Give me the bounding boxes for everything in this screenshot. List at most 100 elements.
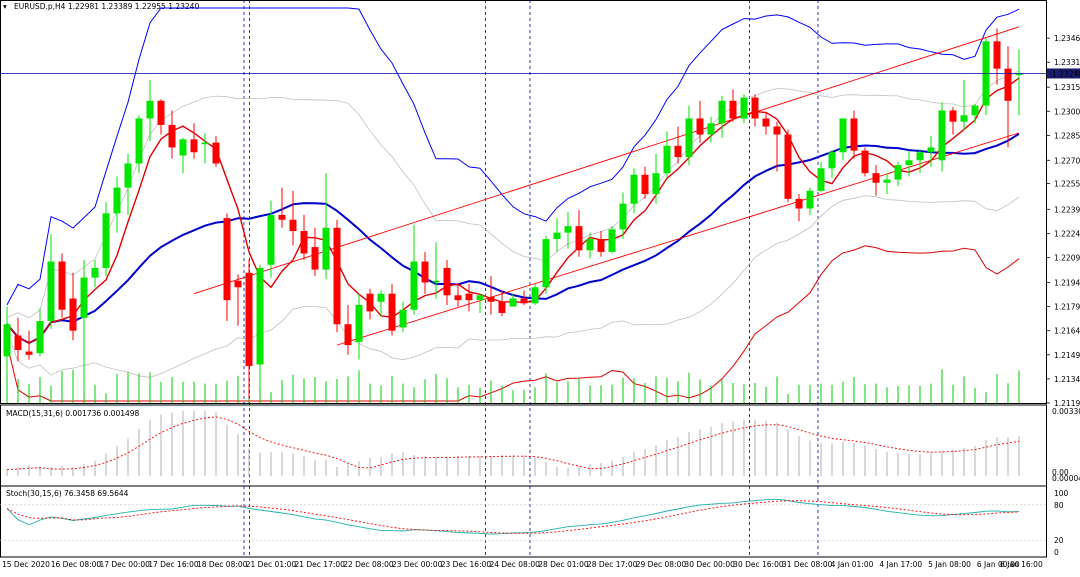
candle-bearish xyxy=(872,173,880,183)
candle-bullish xyxy=(630,174,638,204)
candle-bearish xyxy=(795,198,803,209)
candle-bullish xyxy=(806,190,814,209)
time-axis-label: 17 Dec 00:00 xyxy=(99,560,150,569)
candle-bearish xyxy=(729,100,737,119)
candle-bullish xyxy=(201,142,209,145)
candle-bearish xyxy=(69,298,77,331)
time-axis-label: 30 Dec 00:00 xyxy=(684,560,735,569)
candle-bearish xyxy=(212,142,220,164)
time-axis-label: 21 Dec 01:00 xyxy=(246,560,297,569)
stoch-main-line xyxy=(6,498,1020,535)
price-tick-label: 1.23005 xyxy=(1054,107,1080,116)
candle-bullish xyxy=(146,100,154,119)
time-axis-label: 30 Dec 16:00 xyxy=(733,560,784,569)
symbol-menu-icon[interactable]: ▾ xyxy=(3,2,7,11)
symbol-label: EURUSD.p,H4 xyxy=(14,2,66,11)
candle-bullish xyxy=(971,105,979,116)
candle-bullish xyxy=(553,232,561,240)
candle-bearish xyxy=(784,134,792,199)
time-axis-label: 23 Dec 16:00 xyxy=(441,560,492,569)
stoch-signal-line xyxy=(6,500,1020,534)
time-axis-label: 18 Dec 08:00 xyxy=(197,560,248,569)
candle-bullish xyxy=(608,229,616,252)
candle-bullish xyxy=(905,160,913,166)
price-tick-label: 1.23460 xyxy=(1054,34,1080,43)
candle-bearish xyxy=(311,247,319,270)
time-axis-label: 28 Dec 17:00 xyxy=(587,560,638,569)
candle-bearish xyxy=(234,280,242,288)
candle-bearish xyxy=(278,214,286,220)
time-axis-label: 22 Dec 08:00 xyxy=(343,560,394,569)
candle-bullish xyxy=(256,267,264,365)
time-axis-label: 6 Jan 00:00 xyxy=(977,560,1020,569)
time-axis-label: 23 Dec 00:00 xyxy=(392,560,443,569)
candle-bearish xyxy=(388,293,396,331)
bollinger-lower-band xyxy=(6,245,1020,402)
macd-axis-zero: 0.00 xyxy=(1052,468,1069,477)
candle-bullish xyxy=(47,261,55,322)
time-axis-label: 15 Dec 2020 xyxy=(2,560,50,569)
candle-bullish xyxy=(883,179,891,183)
candle-bearish xyxy=(520,298,528,304)
candle-bearish xyxy=(14,335,22,350)
bollinger-inner-upper xyxy=(6,70,1020,319)
candle-bullish xyxy=(707,123,715,135)
price-tick-label: 1.22095 xyxy=(1054,254,1080,263)
candle-bullish xyxy=(135,118,143,164)
candle-bullish xyxy=(718,100,726,124)
stoch-axis-label: 0 xyxy=(1054,548,1059,557)
candle-bullish xyxy=(740,97,748,119)
price-tick-label: 1.21340 xyxy=(1054,375,1080,384)
candle-bearish xyxy=(454,295,462,301)
price-tick-label: 1.23310 xyxy=(1054,58,1080,67)
candle-bullish xyxy=(839,118,847,153)
time-axis-label: 17 Dec 16:00 xyxy=(148,560,199,569)
candle-bearish xyxy=(465,293,473,301)
candle-bearish xyxy=(696,118,704,135)
candle-bullish xyxy=(509,298,517,307)
time-axis-label: 4 Jan 01:00 xyxy=(831,560,874,569)
candle-bullish xyxy=(619,203,627,230)
price-tick-label: 1.21490 xyxy=(1054,351,1080,360)
candle-bullish xyxy=(102,213,110,268)
candle-bearish xyxy=(25,351,33,355)
candle-bearish xyxy=(850,118,858,151)
stoch-axis-label: 80 xyxy=(1054,501,1064,510)
candle-bearish xyxy=(993,41,1001,69)
candle-bearish xyxy=(245,272,253,367)
price-tick-label: 1.21940 xyxy=(1054,278,1080,287)
candle-bullish xyxy=(399,309,407,328)
candle-bearish xyxy=(597,239,605,252)
macd-label: MACD(15,31,6) 0.001736 0.001498 xyxy=(6,409,140,418)
candle-bearish xyxy=(443,267,451,296)
candle-bullish xyxy=(828,152,836,169)
channel-lower-line xyxy=(336,132,1020,346)
price-tick-label: 1.21640 xyxy=(1054,327,1080,336)
candle-bullish xyxy=(410,261,418,310)
candle-bearish xyxy=(861,150,869,174)
candle-bullish xyxy=(916,152,924,161)
candle-bullish xyxy=(91,267,99,278)
candle-bullish xyxy=(685,118,693,158)
stoch-axis-label: 100 xyxy=(1054,489,1069,498)
candle-bullish xyxy=(476,295,484,301)
candle-bullish xyxy=(663,145,671,174)
candle-bearish xyxy=(157,100,165,125)
candle-bullish xyxy=(586,239,594,251)
candle-bullish xyxy=(817,168,825,191)
price-tick-label: 1.21790 xyxy=(1054,303,1080,312)
candle-bullish xyxy=(124,163,132,188)
candle-bearish xyxy=(223,218,231,301)
candle-bullish xyxy=(894,165,902,180)
current-price-tag xyxy=(1047,68,1080,79)
candle-bullish xyxy=(542,239,550,288)
bollinger-inner-lower xyxy=(6,195,1020,378)
time-axis-label: 6 Jan 16:00 xyxy=(1000,560,1043,569)
stoch-pane-frame xyxy=(0,485,1047,558)
time-axis-label: 16 Dec 08:00 xyxy=(51,560,102,569)
candle-bearish xyxy=(333,227,341,325)
price-tick-label: 1.22245 xyxy=(1054,229,1080,238)
price-tick-label: 1.22855 xyxy=(1054,131,1080,140)
